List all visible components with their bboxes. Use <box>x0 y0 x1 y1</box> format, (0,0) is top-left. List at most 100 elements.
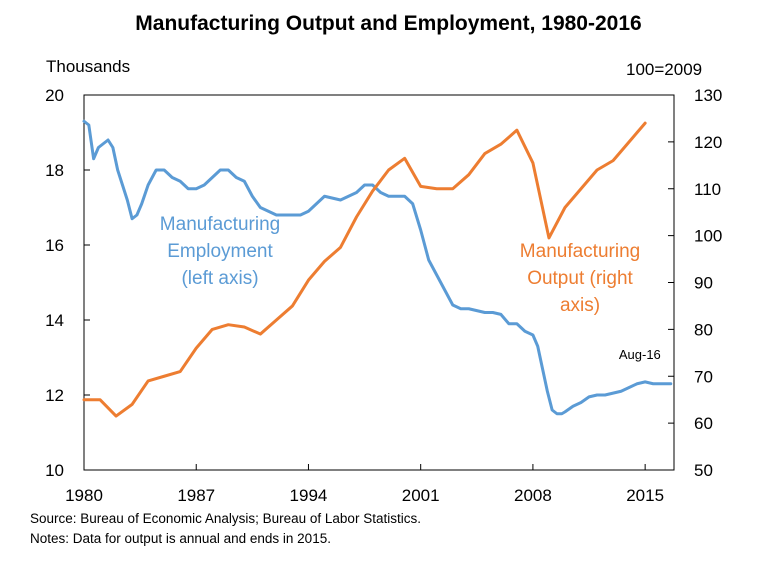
data-point-employment <box>347 195 350 198</box>
data-point-employment <box>126 199 129 202</box>
data-point-employment <box>531 334 534 337</box>
x-tick-label: 2001 <box>402 486 440 505</box>
data-point-employment <box>459 307 462 310</box>
data-point-employment <box>644 380 647 383</box>
data-point-employment <box>411 202 414 205</box>
data-point-output <box>99 398 102 401</box>
data-point-employment <box>596 394 599 397</box>
data-point-output <box>580 187 583 190</box>
data-point-output <box>83 398 86 401</box>
series-line-employment <box>82 119 673 416</box>
right-y-tick-label: 120 <box>694 133 722 152</box>
data-point-employment <box>443 289 446 292</box>
right-y-tick-label: 70 <box>694 367 713 386</box>
data-point-employment <box>604 394 607 397</box>
data-point-employment <box>195 187 198 190</box>
data-point-employment <box>620 390 623 393</box>
left-y-tick-label: 16 <box>45 236 64 255</box>
data-point-employment <box>339 199 342 202</box>
left-y-tick-label: 12 <box>45 386 64 405</box>
data-point-output <box>195 347 198 350</box>
series-label-employment: Manufacturing <box>160 214 280 235</box>
data-point-employment <box>131 217 134 220</box>
data-point-employment <box>107 139 110 142</box>
data-point-employment <box>259 206 262 209</box>
data-point-employment <box>371 184 374 187</box>
data-point-output <box>644 122 647 125</box>
data-point-employment <box>92 157 95 160</box>
data-point-employment <box>323 195 326 198</box>
right-y-tick-label: 80 <box>694 320 713 339</box>
data-point-employment <box>395 195 398 198</box>
data-point-employment <box>83 120 86 123</box>
data-point-employment <box>97 146 100 149</box>
data-point-employment <box>467 307 470 310</box>
data-point-output <box>563 206 566 209</box>
data-point-output <box>547 236 550 239</box>
data-point-employment <box>251 195 254 198</box>
data-point-output <box>531 161 534 164</box>
data-point-employment <box>171 176 174 179</box>
data-point-output <box>435 187 438 190</box>
data-point-output <box>515 129 518 132</box>
series-label-output: Output (right <box>527 268 633 289</box>
x-tick-label: 2015 <box>626 486 664 505</box>
source-note: Source: Bureau of Economic Analysis; Bur… <box>30 511 421 526</box>
data-point-employment <box>111 146 114 149</box>
data-point-output <box>179 370 182 373</box>
data-point-employment <box>435 274 438 277</box>
data-point-employment <box>116 169 119 172</box>
data-point-employment <box>140 202 143 205</box>
data-point-employment <box>660 382 663 385</box>
data-point-employment <box>147 184 150 187</box>
x-tick-label: 1987 <box>177 486 215 505</box>
data-point-employment <box>307 210 310 213</box>
data-point-employment <box>387 195 390 198</box>
data-point-employment <box>523 330 526 333</box>
series-line-output <box>82 121 647 418</box>
data-point-employment <box>541 367 544 370</box>
data-point-output <box>628 140 631 143</box>
chart-title: Manufacturing Output and Employment, 198… <box>135 12 642 35</box>
data-point-employment <box>243 180 246 183</box>
right-y-tick-label: 110 <box>694 180 721 199</box>
data-point-output <box>451 187 454 190</box>
data-point-employment <box>507 322 510 325</box>
left-y-tick-label: 14 <box>45 311 64 330</box>
data-point-employment <box>379 191 382 194</box>
series-label-employment: Employment <box>167 241 273 262</box>
x-tick-label: 1994 <box>290 486 328 505</box>
data-point-output <box>275 319 278 322</box>
data-point-output <box>131 403 134 406</box>
data-point-output <box>387 169 390 172</box>
data-point-output <box>291 304 294 307</box>
data-point-employment <box>536 345 539 348</box>
data-point-employment <box>267 210 270 213</box>
data-point-output <box>483 152 486 155</box>
data-point-employment <box>219 169 222 172</box>
x-tick-label: 2008 <box>514 486 552 505</box>
series-label-output: Manufacturing <box>520 241 640 262</box>
left-y-tick-label: 20 <box>45 86 64 105</box>
annotation-label: Aug-16 <box>619 347 661 362</box>
data-point-output <box>339 246 342 249</box>
right-y-tick-label: 50 <box>694 461 713 480</box>
data-point-output <box>259 333 262 336</box>
data-point-employment <box>451 304 454 307</box>
data-point-employment <box>588 395 591 398</box>
data-point-employment <box>163 169 166 172</box>
data-point-employment <box>203 184 206 187</box>
data-point-employment <box>628 386 631 389</box>
data-point-employment <box>235 176 238 179</box>
data-point-output <box>419 185 422 188</box>
data-point-employment <box>155 169 158 172</box>
data-point-output <box>467 173 470 176</box>
data-point-employment <box>636 382 639 385</box>
data-point-employment <box>580 401 583 404</box>
series-label-output: axis) <box>560 295 600 316</box>
data-point-output <box>612 159 615 162</box>
data-point-employment <box>315 202 318 205</box>
data-point-employment <box>179 180 182 183</box>
data-point-employment <box>363 184 366 187</box>
